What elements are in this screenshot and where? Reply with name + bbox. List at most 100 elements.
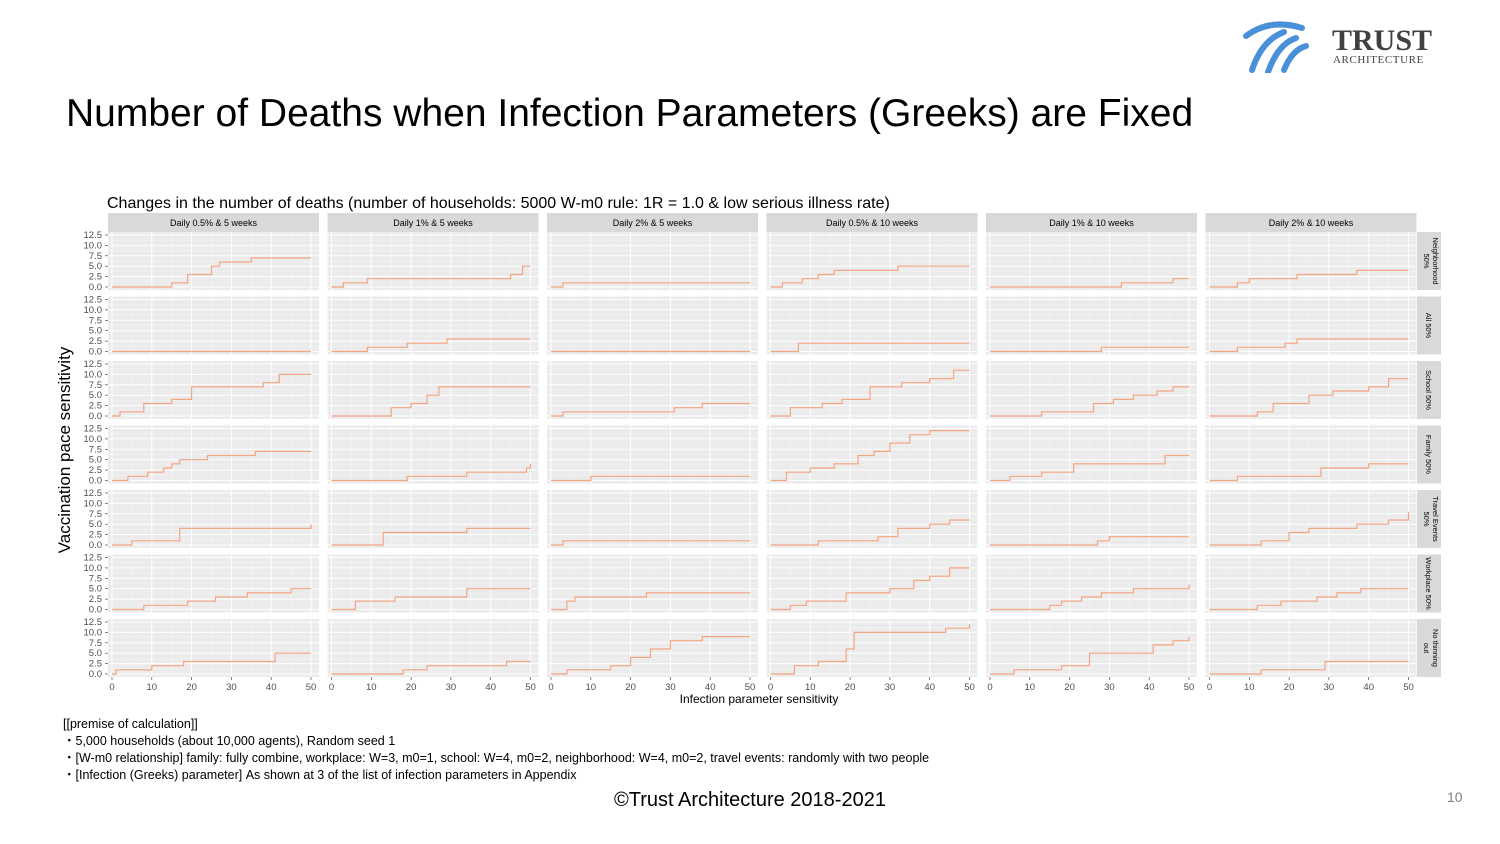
y-tick-label: 2.5 [89, 401, 102, 412]
y-tick-label: 12.5 [84, 617, 103, 628]
x-tick-label: 20 [845, 682, 856, 693]
y-tick-label: 5.0 [89, 390, 102, 401]
x-tick-label: 40 [705, 682, 716, 693]
series-line [1209, 660, 1409, 675]
slide-title: Number of Deaths when Infection Paramete… [66, 92, 1194, 135]
y-axis-label: Vaccination pace sensitivity [55, 346, 74, 553]
logo-word: TRUST [1332, 24, 1432, 57]
series-line [990, 278, 1189, 288]
x-axis-label: Infection parameter sensitivity [680, 692, 839, 706]
series-line [551, 540, 750, 546]
row-strip [1417, 425, 1441, 484]
x-tick-label: 50 [525, 682, 536, 693]
series-line [770, 624, 971, 675]
x-tick-label: 20 [1064, 682, 1075, 693]
series-line [112, 524, 312, 546]
y-tick-label: 12.5 [84, 424, 103, 435]
series-line [331, 527, 531, 546]
series-line [770, 519, 970, 546]
column-strip-label: Daily 2% & 10 weeks [1269, 218, 1354, 228]
y-tick-label: 2.5 [89, 336, 102, 347]
series-line [112, 373, 311, 417]
row-strip [1417, 232, 1441, 290]
y-tick-label: 7.5 [89, 315, 102, 326]
series-line [990, 636, 1190, 675]
page-number: 10 [1447, 789, 1463, 805]
y-tick-label: 7.5 [89, 573, 102, 584]
series-line [112, 257, 311, 288]
row-strip [1417, 361, 1441, 419]
x-tick-label: 30 [665, 682, 676, 693]
y-tick-label: 2.5 [89, 659, 102, 670]
series-line [1209, 463, 1409, 482]
series-line [112, 450, 311, 482]
row-strip [1417, 619, 1441, 677]
y-tick-label: 0.0 [89, 669, 102, 680]
series-line [331, 265, 531, 288]
y-tick-label: 12.5 [84, 295, 103, 306]
series-line [112, 588, 311, 611]
x-tick-label: 50 [306, 682, 317, 693]
series-line [551, 402, 750, 417]
column-strip [108, 213, 319, 232]
column-strip-label: Daily 2% & 5 weeks [613, 218, 693, 228]
y-tick-label: 5.0 [89, 455, 102, 466]
x-tick-label: 20 [186, 682, 197, 693]
x-tick-label: 50 [1184, 682, 1195, 693]
series-line [331, 588, 531, 611]
copyright-footer: ©Trust Architecture 2018-2021 [614, 789, 886, 811]
note-line: ・[Infection (Greeks) parameter] As shown… [63, 768, 577, 782]
series-line [331, 660, 531, 675]
x-tick-label: 0 [768, 682, 773, 693]
series-line [770, 567, 970, 611]
row-strip [1417, 296, 1441, 355]
column-strip-label: Daily 0.5% & 5 weeks [170, 218, 258, 228]
y-tick-label: 0.0 [89, 605, 102, 616]
y-tick-label: 5.0 [89, 648, 102, 659]
y-tick-label: 2.5 [89, 594, 102, 605]
column-strip [986, 213, 1197, 232]
row-strip-label: Family 50% [1424, 435, 1433, 475]
column-strip [547, 213, 758, 232]
series-line [770, 369, 970, 417]
series-line [112, 652, 311, 675]
row-strip-label: Workplace 50% [1424, 557, 1433, 610]
x-tick-label: 30 [1104, 682, 1115, 693]
series-line [331, 463, 532, 482]
series-line [551, 282, 750, 288]
y-tick-label: 10.0 [84, 240, 103, 251]
y-tick-label: 10.0 [84, 434, 103, 445]
x-tick-label: 30 [226, 682, 237, 693]
x-tick-label: 10 [805, 682, 816, 693]
series-line [1209, 269, 1409, 288]
series-line [551, 592, 750, 611]
y-tick-label: 12.5 [84, 359, 103, 370]
series-line [770, 430, 970, 482]
column-strip [327, 213, 539, 232]
series-line [551, 475, 750, 482]
row-strip-label: No thinningout [1422, 629, 1440, 667]
series-line [990, 536, 1189, 546]
y-tick-label: 2.5 [89, 272, 102, 283]
y-tick-label: 7.5 [89, 509, 102, 520]
series-line [990, 584, 1190, 611]
series-line [770, 342, 970, 353]
facet-chart: Changes in the number of deaths (number … [0, 185, 1500, 710]
y-tick-label: 7.5 [89, 444, 102, 455]
y-tick-label: 0.0 [89, 476, 102, 487]
x-tick-label: 30 [885, 682, 896, 693]
series-line [990, 454, 1189, 482]
x-tick-label: 40 [924, 682, 935, 693]
column-strip [1205, 213, 1417, 232]
y-tick-label: 10.0 [84, 627, 103, 638]
note-line: ・5,000 households (about 10,000 agents),… [63, 734, 396, 748]
y-tick-label: 2.5 [89, 465, 102, 476]
column-strip-label: Daily 0.5% & 10 weeks [826, 218, 919, 228]
y-tick-label: 12.5 [84, 553, 103, 564]
y-tick-label: 7.5 [89, 638, 102, 649]
y-tick-label: 10.0 [84, 498, 103, 509]
x-tick-label: 30 [1324, 682, 1335, 693]
series-line [331, 338, 531, 353]
trust-architecture-logo: TRUST ARCHITECTURE [1243, 21, 1432, 73]
x-tick-label: 20 [625, 682, 636, 693]
